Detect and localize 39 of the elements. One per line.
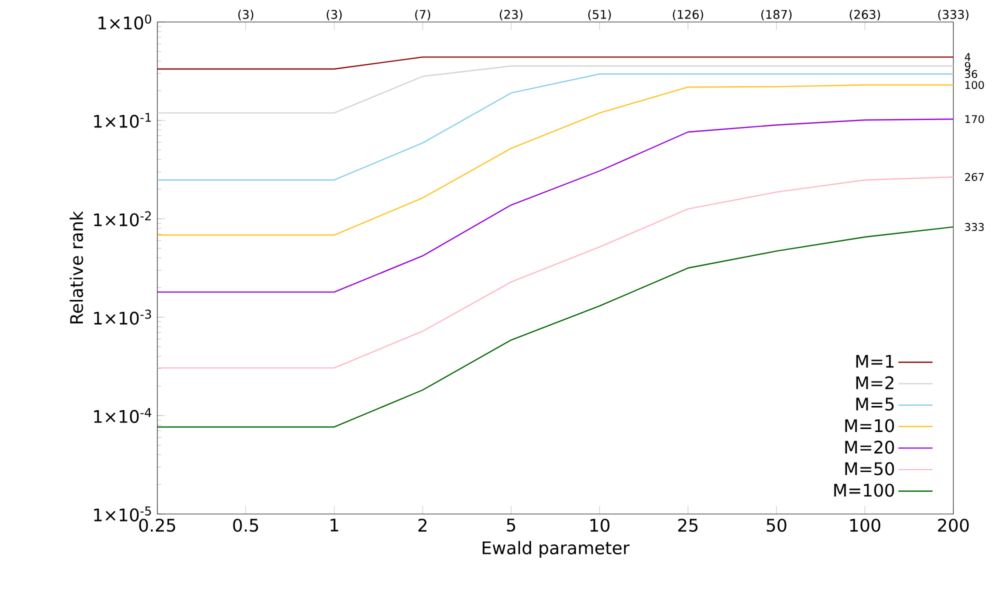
y-tick-label: 1×10$^{-1}$ [94, 112, 151, 128]
legend-label: M=2 [856, 376, 894, 390]
text: (3) [238, 10, 254, 20]
legend-label: M=50 [845, 462, 894, 476]
legend-label: M=10 [845, 419, 894, 432]
y-tick-label: 1×10$^{0}$ [98, 14, 152, 30]
legend-label: M=5 [856, 398, 894, 411]
text: (7) [415, 10, 430, 20]
x-tick-label: 100 [850, 518, 880, 532]
x-tick-label: 25 [678, 518, 698, 532]
text: (23) [500, 10, 522, 20]
x-tick-label: 1 [330, 518, 338, 532]
x-tick-label: 2 [418, 518, 426, 532]
text: (3) [326, 10, 342, 20]
annotation: 170 [965, 115, 984, 124]
x-axis-title: Ewald parameter [482, 540, 630, 558]
y-tick-label: 1×10$^{-3}$ [94, 310, 151, 325]
y-axis-title: Relative rank [70, 210, 84, 324]
annotation: 36 [965, 70, 978, 78]
x-tick-label: 200 [938, 518, 969, 532]
text: (187) [761, 10, 792, 20]
x-tick-label: 50 [766, 518, 786, 532]
text: (263) [850, 10, 880, 20]
annotation: 333 [965, 222, 984, 231]
annotation: 267 [965, 172, 984, 182]
text: (126) [672, 10, 704, 20]
legend-label: M=1 [856, 354, 894, 368]
annotation: 100 [965, 80, 984, 90]
y-tick-label: 1×10$^{-4}$ [94, 408, 152, 424]
x-tick-label: 0.5 [233, 518, 258, 532]
x-tick-label: 10 [590, 518, 610, 532]
legend-label: M=100 [834, 484, 894, 497]
text: (51) [588, 10, 611, 20]
text: (333) [938, 10, 968, 20]
legend-label: M=20 [845, 440, 894, 454]
y-tick-label: 1×10$^{-2}$ [94, 211, 151, 226]
annotation: 4 [964, 53, 970, 61]
x-tick-label: 5 [506, 518, 516, 532]
annotation: 9 [964, 62, 970, 70]
